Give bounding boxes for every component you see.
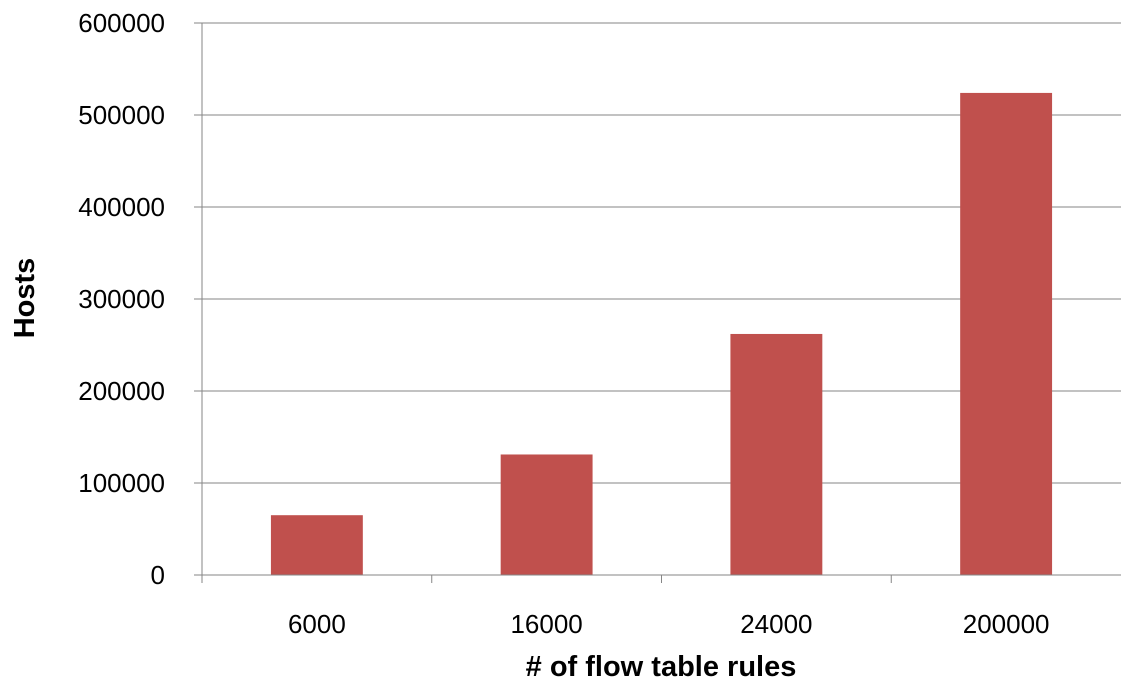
x-tick-label: 200000	[963, 609, 1050, 639]
y-axis-title: Hosts	[9, 258, 41, 339]
y-tick-label: 500000	[78, 100, 165, 130]
y-tick-label: 0	[151, 560, 165, 590]
x-tick-label: 16000	[510, 609, 582, 639]
x-axis-title: # of flow table rules	[526, 651, 797, 683]
y-axis-tick-labels: 0 100000 200000 300000 400000 500000 600000	[78, 8, 165, 590]
axes	[194, 22, 1121, 583]
y-tick-label: 200000	[78, 376, 165, 406]
bar-6000	[270, 515, 363, 575]
y-tick-label: 300000	[78, 284, 165, 314]
y-tick-label: 600000	[78, 8, 165, 38]
bar-16000	[500, 454, 593, 575]
x-axis-tick-labels: 6000 16000 24000 200000	[288, 609, 1050, 639]
y-tick-label: 400000	[78, 192, 165, 222]
bar-series	[270, 92, 1053, 576]
bar-24000	[730, 333, 823, 575]
y-tick-label: 100000	[78, 468, 165, 498]
bar-200000	[960, 92, 1053, 576]
x-tick-label: 24000	[740, 609, 812, 639]
x-tick-label: 6000	[288, 609, 346, 639]
